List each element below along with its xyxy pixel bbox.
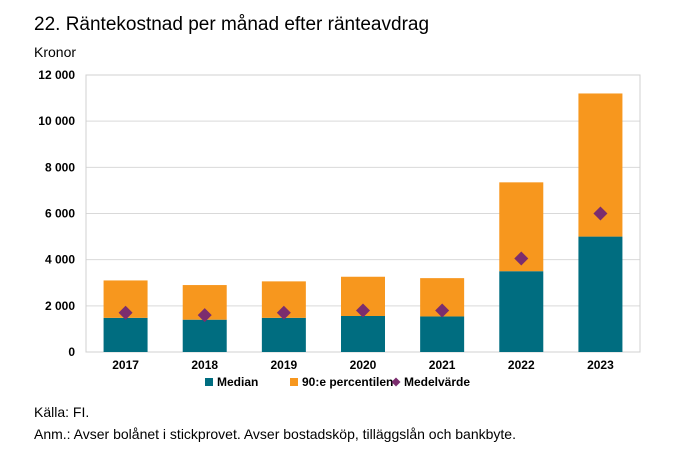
legend-label: Median	[217, 375, 258, 389]
y-tick-label: 12 000	[38, 68, 75, 82]
y-tick-label: 2 000	[45, 299, 75, 313]
legend-label: 90:e percentilen	[302, 375, 393, 389]
legend-swatch-90-e-percentilen	[290, 378, 298, 386]
bar-chart: 0 2 000 4 000 6 000 8 000 10 000 12 000 2017 201…	[38, 68, 641, 389]
bar-median	[578, 236, 623, 352]
legend-swatch-median	[205, 378, 213, 386]
mean-marker	[276, 305, 291, 320]
x-tick-label: 2022	[508, 358, 535, 372]
bar-median	[420, 316, 465, 352]
x-tick-label: 2021	[429, 358, 456, 372]
x-tick-label: 2023	[587, 358, 614, 372]
y-tick-label: 4 000	[45, 253, 75, 267]
y-tick-label: 10 000	[38, 114, 75, 128]
x-tick-label: 2018	[191, 358, 218, 372]
bar-median	[261, 317, 306, 352]
y-axis-unit-label: Kronor	[34, 44, 77, 60]
mean-marker	[356, 303, 370, 318]
x-tick-label: 2019	[271, 358, 298, 372]
legend-label: Medelvärde	[404, 375, 470, 389]
y-tick-label: 6 000	[45, 207, 75, 221]
y-tick-label: 0	[68, 345, 75, 359]
chart-title: 22. Räntekostnad per månad efter ränteav…	[34, 14, 430, 35]
bar-median	[182, 319, 227, 352]
mean-marker	[118, 305, 133, 320]
mean-marker	[514, 251, 529, 266]
mean-marker	[593, 206, 608, 221]
mean-marker	[197, 308, 212, 323]
x-tick-label: 2020	[350, 358, 377, 372]
bar-median	[103, 317, 148, 352]
bar-median	[341, 315, 385, 352]
mean-marker	[435, 303, 450, 318]
legend-marker-medelvarde	[391, 377, 401, 387]
bar-median	[499, 271, 544, 352]
y-tick-label: 8 000	[45, 160, 75, 174]
x-tick-label: 2017	[112, 358, 139, 372]
source-note: Källa: FI.	[34, 404, 90, 420]
remark-note: Anm.: Avser bolånet i stickprovet. Avser…	[34, 426, 516, 442]
